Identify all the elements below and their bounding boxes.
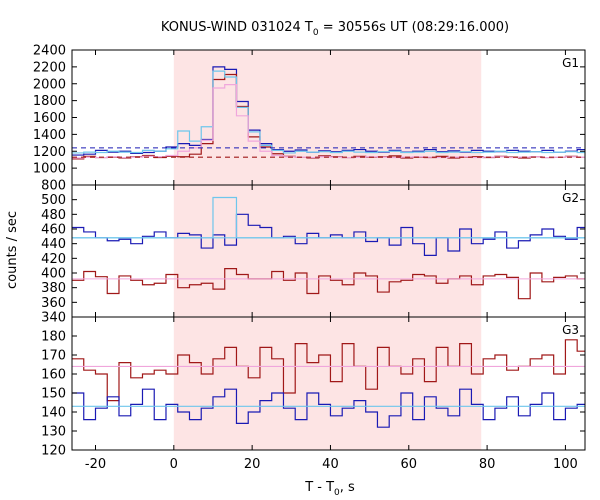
- y-tick-label: 170: [41, 349, 66, 364]
- y-tick-label: 800: [41, 179, 66, 194]
- x-tick-label: 0: [170, 457, 178, 472]
- x-tick-label: 40: [322, 457, 339, 472]
- panel-label-g1: G1: [562, 56, 579, 70]
- panel-label-g3: G3: [562, 323, 579, 337]
- y-tick-label: 130: [41, 425, 66, 440]
- shaded-interval-band: [173, 317, 482, 450]
- series-line-g3-0: [72, 339, 585, 402]
- series-line-g2-0: [72, 213, 585, 256]
- chart-title-rest: = 30556s UT (08:29:16.000): [319, 20, 509, 35]
- chart-title-subscript: 0: [313, 28, 319, 38]
- series-line-g3-1: [72, 388, 585, 428]
- y-tick-label: 2200: [33, 60, 66, 75]
- y-tick-label: 420: [41, 252, 66, 267]
- panel-label-g2: G2: [562, 191, 579, 205]
- y-tick-label: 1800: [33, 94, 66, 109]
- y-tick-label: 150: [41, 387, 66, 402]
- y-tick-label: 180: [41, 330, 66, 345]
- x-axis-label-subscript: 0: [334, 488, 340, 498]
- panel-plot-area: [72, 339, 585, 428]
- x-tick-label: -20: [85, 457, 106, 472]
- y-tick-label: 1600: [33, 111, 66, 126]
- y-tick-label: 380: [41, 281, 66, 296]
- x-axis-label: T - T0, s: [304, 480, 355, 498]
- panel-g3: 120 130 140 150 160 170 180 G3: [41, 316, 586, 459]
- y-tick-label: 460: [41, 223, 66, 238]
- y-tick-label: 160: [41, 368, 66, 383]
- x-tick-label: 80: [479, 457, 496, 472]
- y-tick-label: 1400: [33, 128, 66, 143]
- y-tick-label: 440: [41, 237, 66, 252]
- y-tick-label: 500: [41, 193, 66, 208]
- y-tick-label: 1000: [33, 162, 66, 177]
- y-tick-label: 340: [41, 311, 66, 326]
- y-tick-label: 2000: [33, 77, 66, 92]
- panels-group: 80010001200140016001800200022002400G1340…: [33, 44, 586, 472]
- y-tick-label: 480: [41, 208, 66, 223]
- y-tick-label: 1200: [33, 145, 66, 160]
- series-line-g1-2: [72, 70, 585, 154]
- shaded-interval-band: [173, 185, 482, 317]
- chart-title: KONUS-WIND 031024 T0 = 30556s UT (08:29:…: [161, 20, 509, 38]
- series-line-g1-3: [72, 83, 585, 159]
- x-axis-label-rest: , s: [340, 480, 355, 495]
- y-axis-label: counts / sec: [5, 211, 20, 289]
- panel-frame: [71, 316, 586, 451]
- series-line-g2-1: [72, 268, 585, 300]
- y-tick-label: 400: [41, 267, 66, 282]
- y-tick-label: 120: [41, 444, 66, 459]
- y-tick-label: 140: [41, 406, 66, 421]
- x-tick-label: 100: [553, 457, 578, 472]
- shaded-interval-band: [173, 50, 482, 185]
- x-tick-label: 20: [244, 457, 261, 472]
- y-tick-label: 360: [41, 296, 66, 311]
- x-tick-label: 60: [401, 457, 418, 472]
- y-tick-label: 2400: [33, 44, 66, 59]
- panel-plot-area: [72, 66, 585, 160]
- panel-plot-area: [72, 196, 585, 300]
